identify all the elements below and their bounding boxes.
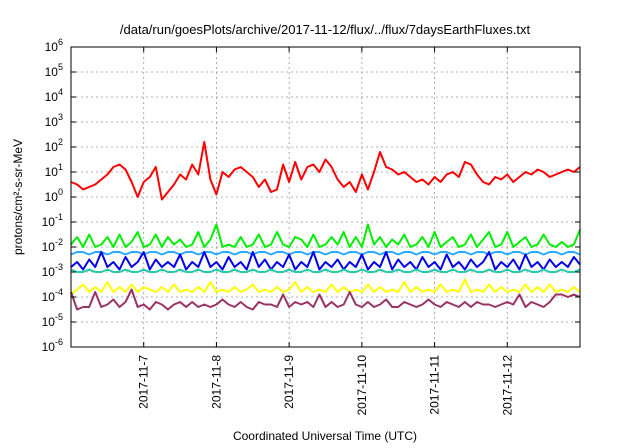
x-axis-label: Coordinated Universal Time (UTC) [233,429,417,443]
y-axis-ticks: 10-610-510-410-310-210-11001011021031041… [42,37,580,354]
y-tick-base: 10 [45,90,59,104]
x-axis-ticks: 2017-11-7 2017-11-8 2017-11-9 2017-11-10 201… [137,47,514,416]
y-tick-label: 10-6 [42,337,63,354]
x-tick-label: 2017-11-12 [500,355,514,416]
x-tick-label: 2017-11-8 [209,355,223,409]
y-tick-exponent: -6 [55,337,63,347]
y-tick-base: 10 [45,65,59,79]
y-tick-exponent: 3 [58,112,63,122]
x-tick-label: 2017-11-10 [355,355,369,416]
y-tick-base: 10 [42,215,56,229]
y-tick-base: 10 [45,140,59,154]
y-tick-base: 10 [45,190,59,204]
y-tick-label: 10-1 [42,212,63,229]
y-tick-base: 10 [42,315,56,329]
y-tick-label: 104 [45,87,63,104]
y-tick-base: 10 [45,165,59,179]
y-tick-base: 10 [45,40,59,54]
y-tick-exponent: 2 [58,137,63,147]
y-tick-exponent: 5 [58,62,63,72]
x-tick-label: 2017-11-9 [282,355,296,409]
y-tick-label: 10-3 [42,262,63,279]
y-tick-exponent: 1 [58,162,63,172]
y-tick-exponent: -3 [55,262,63,272]
y-tick-base: 10 [42,240,56,254]
y-tick-label: 101 [45,162,63,179]
chart-title: /data/run/goesPlots/archive/2017-11-12/f… [120,22,531,37]
y-tick-label: 106 [45,37,63,54]
series-line-3 [70,251,581,256]
y-tick-exponent: -1 [55,212,63,222]
y-tick-exponent: -5 [55,312,63,322]
y-tick-label: 10-2 [42,237,63,254]
x-tick-label: 2017-11-11 [428,355,442,415]
x-tick-label: 2017-11-7 [137,355,151,409]
y-tick-base: 10 [42,265,56,279]
y-tick-exponent: 6 [58,37,63,47]
y-tick-label: 102 [45,137,63,154]
y-tick-exponent: -2 [55,237,63,247]
y-tick-label: 105 [45,62,63,79]
series-line-5 [70,268,581,273]
y-tick-label: 10-5 [42,312,63,329]
y-tick-base: 10 [42,340,56,354]
y-tick-label: 10-4 [42,287,63,304]
y-axis-label: protons/cm²-s-sr-MeV [11,139,25,255]
series-line-2 [70,223,581,248]
y-tick-exponent: -4 [55,287,63,297]
series-line-1 [70,141,581,201]
series-line-7 [70,288,581,311]
y-tick-base: 10 [45,115,59,129]
series-line-6 [70,278,581,296]
grid-layer [71,47,580,347]
y-tick-exponent: 0 [58,187,63,197]
y-tick-label: 100 [45,187,63,204]
y-tick-exponent: 4 [58,87,63,97]
y-tick-base: 10 [42,290,56,304]
series-line-4 [70,251,581,271]
series-layer [70,141,581,311]
y-tick-label: 103 [45,112,63,129]
